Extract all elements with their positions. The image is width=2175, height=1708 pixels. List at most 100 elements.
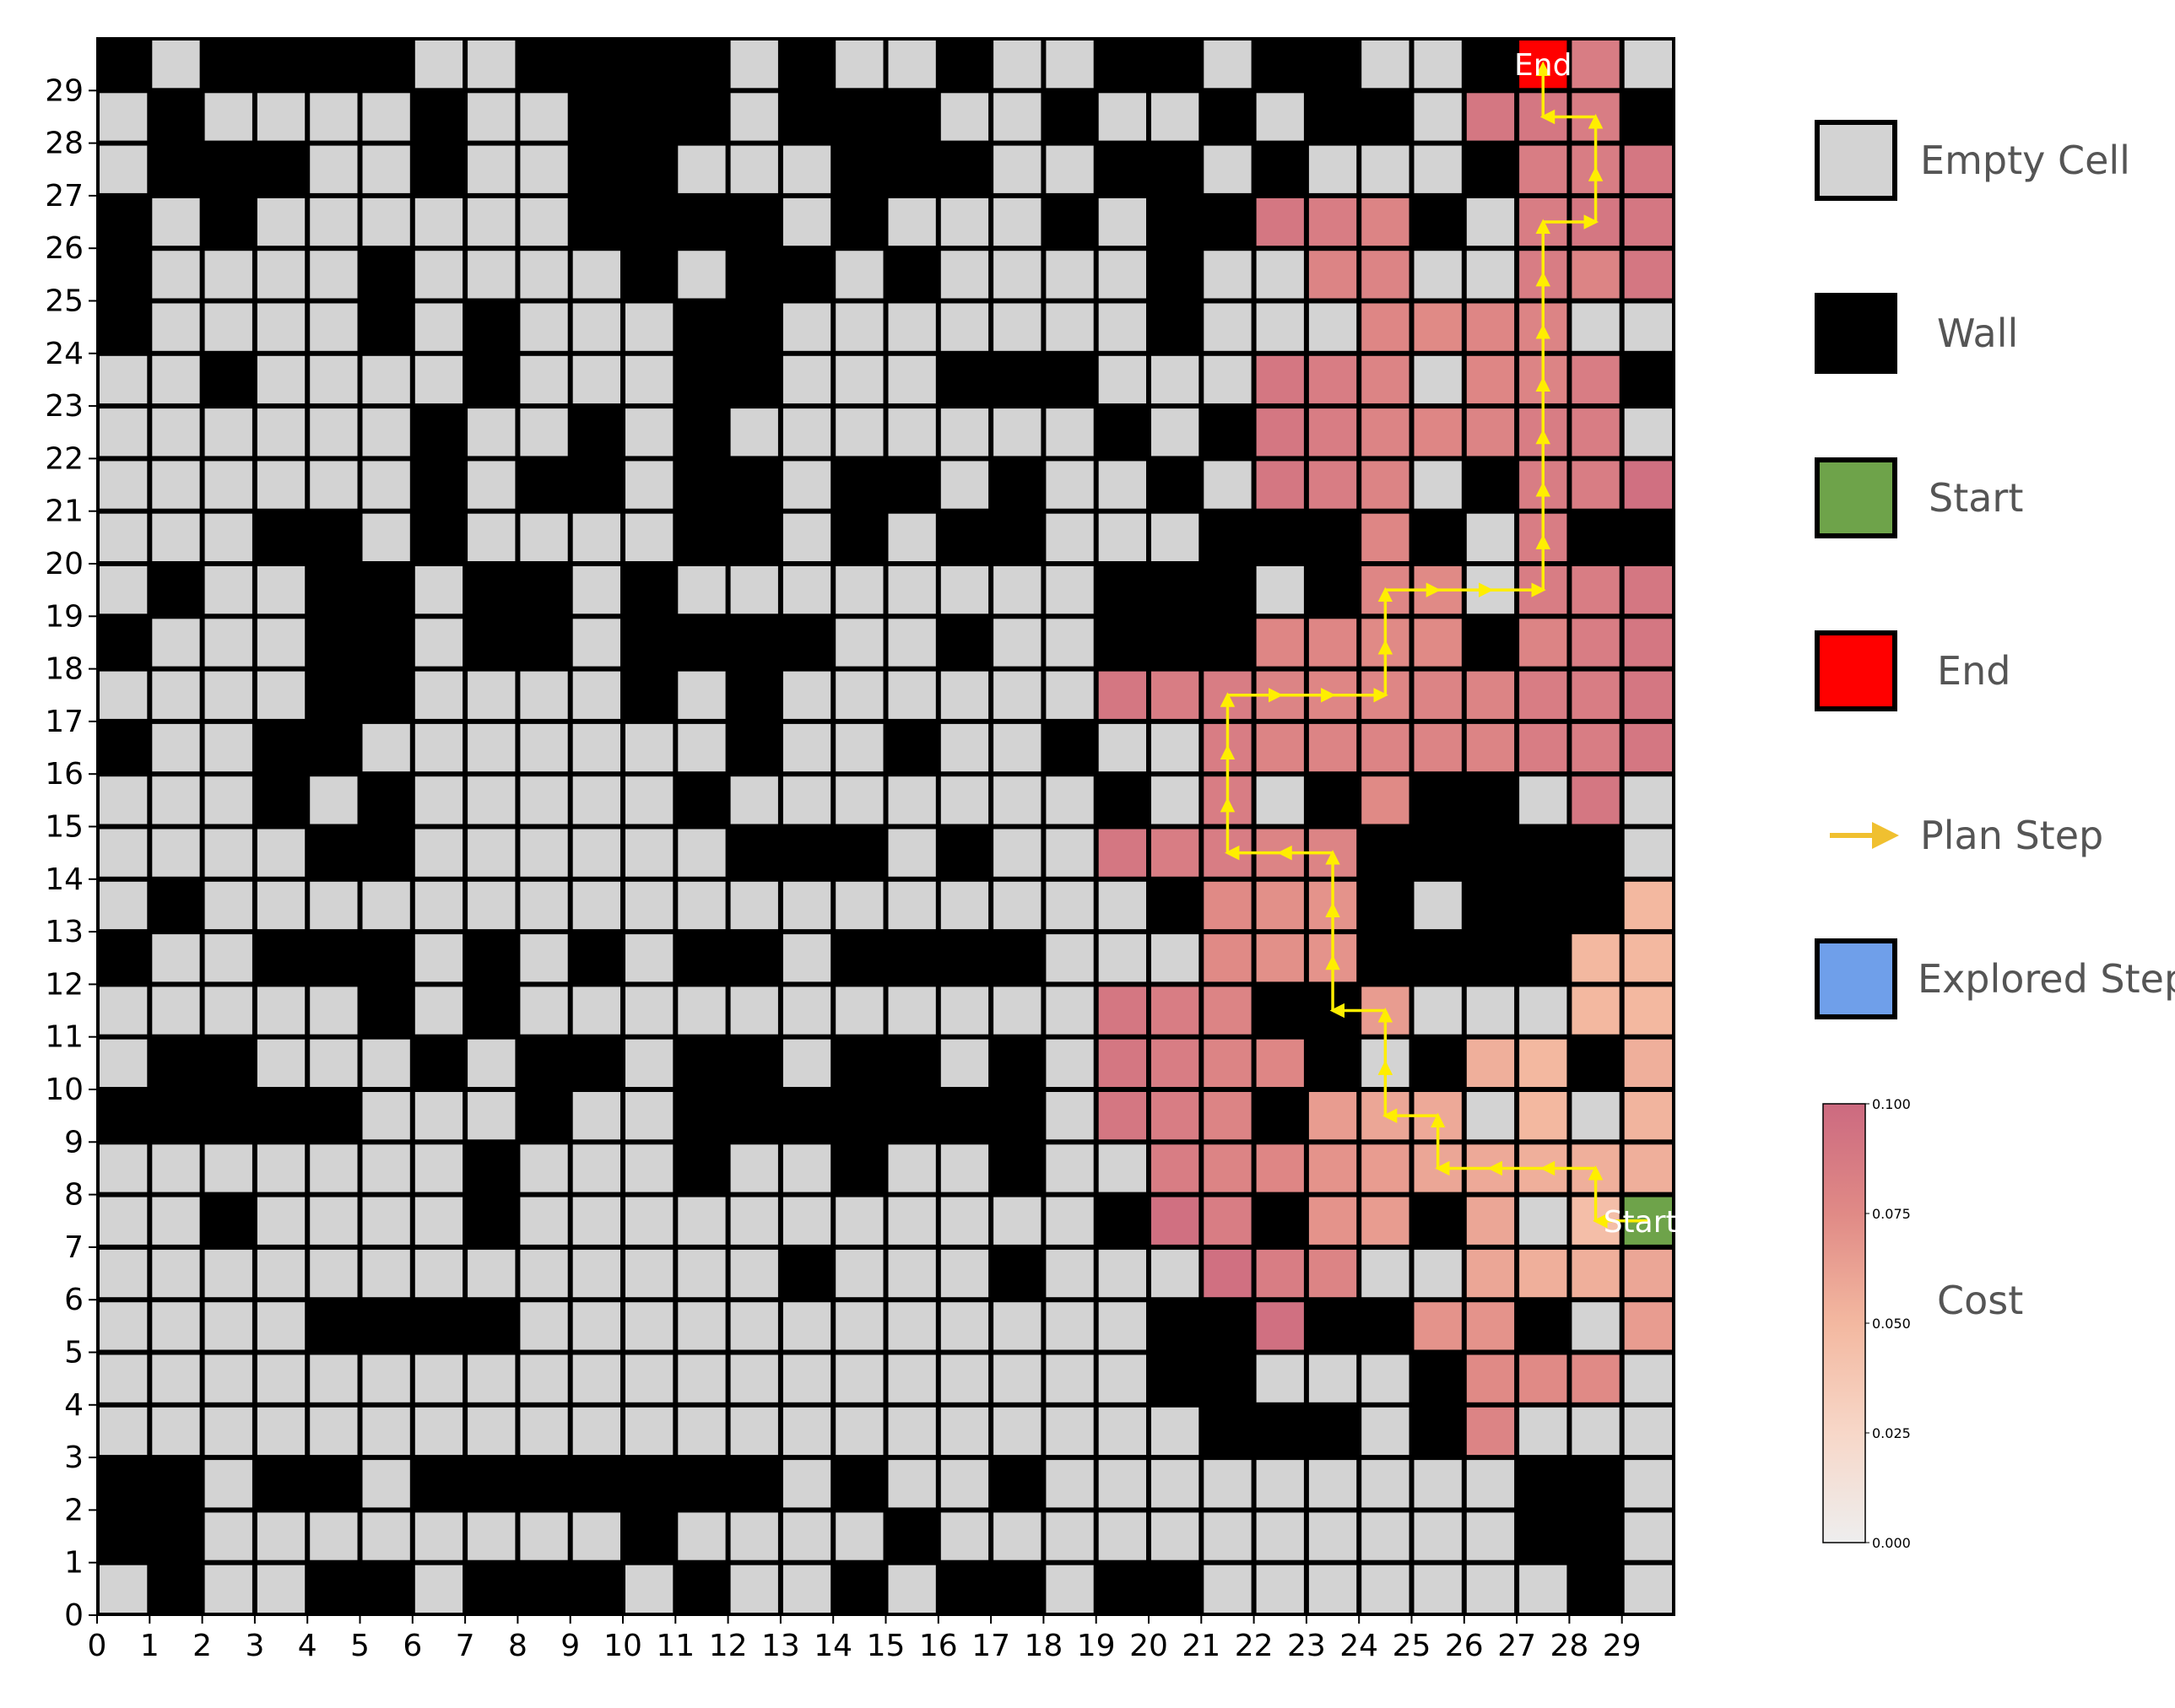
empty-cell (678, 1512, 726, 1560)
wall-cell (570, 90, 623, 143)
empty-cell (362, 1407, 410, 1456)
wall-cell (938, 616, 992, 669)
empty-cell (1624, 1512, 1672, 1560)
empty-cell (730, 986, 778, 1035)
empty-cell (1414, 461, 1462, 509)
empty-cell (1046, 513, 1094, 561)
wall-cell (1149, 1352, 1202, 1405)
end-label: End (1514, 48, 1572, 83)
empty-cell (1466, 251, 1515, 299)
colorbar: 0.000 0.025 0.050 0.075 0.100 Cost (1822, 1096, 2023, 1551)
x-tick-label: 22 (1235, 1629, 1274, 1663)
wall-cell (675, 38, 728, 91)
wall-cell (1517, 826, 1570, 879)
empty-cell (1519, 1565, 1567, 1613)
empty-cell (257, 93, 306, 141)
empty-cell (468, 1249, 516, 1298)
empty-cell (993, 303, 1042, 351)
x-tick-label: 19 (1077, 1629, 1116, 1663)
y-tick-label: 25 (45, 284, 84, 319)
empty-cell (1046, 934, 1094, 982)
wall-cell (728, 668, 781, 722)
wall-cell (675, 1562, 728, 1615)
legend: Empty Cell Wall Start End Plan Step Explored … (1815, 120, 2175, 1019)
empty-cell (940, 881, 989, 930)
explored-cell (1308, 619, 1357, 667)
empty-cell (520, 93, 568, 141)
empty-cell (940, 1407, 989, 1456)
wall-cell (1201, 616, 1254, 669)
empty-cell (257, 1354, 306, 1403)
empty-cell (1624, 1354, 1672, 1403)
wall-cell (1411, 774, 1464, 827)
explored-cell (1414, 723, 1462, 772)
empty-cell (257, 1302, 306, 1350)
explored-cell (1151, 986, 1199, 1035)
empty-cell (1151, 513, 1199, 561)
wall-cell (938, 1562, 992, 1615)
wall-cell (675, 1036, 728, 1089)
explored-cell (1414, 619, 1462, 667)
empty-cell (1098, 1407, 1146, 1456)
wall-cell (517, 458, 571, 511)
wall-cell (938, 932, 992, 985)
empty-cell (152, 619, 200, 667)
empty-cell (468, 1092, 516, 1140)
empty-cell (940, 461, 989, 509)
wall-cell (517, 1562, 571, 1615)
empty-cell (362, 1092, 410, 1140)
empty-cell (940, 93, 989, 141)
empty-cell (152, 461, 200, 509)
wall-cell (570, 38, 623, 91)
wall-cell (991, 1142, 1044, 1195)
colorbar-tick-label: 0.100 (1872, 1096, 1911, 1112)
empty-cell (572, 723, 620, 772)
empty-cell (520, 408, 568, 457)
empty-cell (204, 303, 252, 351)
empty-cell (100, 1039, 148, 1087)
wall-cell (728, 932, 781, 985)
start-label: Start (1604, 1205, 1678, 1240)
wall-cell (991, 1562, 1044, 1615)
empty-cell (468, 829, 516, 877)
empty-cell (1466, 1565, 1515, 1613)
wall-cell (97, 248, 150, 301)
wall-cell (97, 195, 150, 249)
wall-cell (623, 564, 676, 617)
maze-grid (96, 37, 1675, 1616)
empty-cell (1519, 1197, 1567, 1245)
empty-cell (520, 1144, 568, 1192)
empty-cell (414, 1249, 463, 1298)
empty-cell (414, 1144, 463, 1192)
empty-cell (625, 355, 674, 404)
wall-cell (1464, 932, 1518, 985)
empty-cell (836, 723, 884, 772)
wall-cell (307, 1089, 360, 1143)
empty-cell (152, 355, 200, 404)
empty-cell (152, 934, 200, 982)
empty-cell (625, 1565, 674, 1613)
empty-cell (468, 671, 516, 719)
wall-cell (1253, 1404, 1307, 1458)
wall-cell (1253, 1194, 1307, 1247)
wall-cell (360, 1562, 413, 1615)
x-tick-label: 26 (1445, 1629, 1484, 1663)
wall-cell (1253, 984, 1307, 1037)
wall-cell (833, 90, 886, 143)
wall-cell (360, 826, 413, 879)
empty-cell (678, 251, 726, 299)
explored-cell (1361, 303, 1409, 351)
x-tick-label: 27 (1497, 1629, 1536, 1663)
empty-cell (310, 881, 358, 930)
empty-cell (414, 1407, 463, 1456)
empty-cell (572, 1249, 620, 1298)
wall-cell (1149, 300, 1202, 354)
empty-cell (1046, 986, 1094, 1035)
empty-cell (204, 513, 252, 561)
empty-cell (204, 93, 252, 141)
wall-cell (202, 38, 255, 91)
wall-cell (1621, 90, 1675, 143)
explored-cell (1466, 93, 1515, 141)
wall-cell (570, 932, 623, 985)
y-tick-label: 29 (45, 73, 84, 108)
